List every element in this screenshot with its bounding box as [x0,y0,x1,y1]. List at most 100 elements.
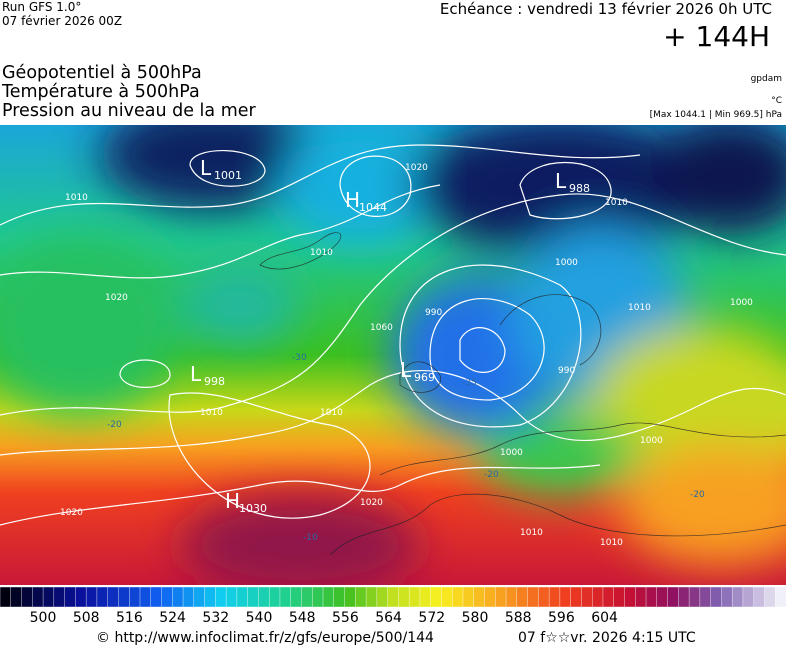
isobar-label: 1020 [405,163,428,173]
isobar-label: 1010 [628,303,651,313]
isobar-label: 1010 [600,538,623,548]
color-swatch [753,587,766,607]
color-swatch [258,587,270,607]
color-swatch [333,587,346,607]
isobar-label: 990 [425,308,442,318]
isobar-label: 1010 [310,248,333,258]
color-swatch [710,587,723,607]
isobar-label: 1010 [520,528,543,538]
color-swatch [42,587,55,607]
color-swatch [527,587,540,607]
color-swatch [301,587,313,607]
temperature-label: -35 [462,378,477,388]
color-bar-label: 588 [504,610,532,626]
color-swatch [204,587,217,607]
color-swatch [473,587,486,607]
center-value: 1001 [214,169,242,182]
isobar-label: 1020 [360,498,383,508]
temperature-label: -20 [690,490,705,500]
color-swatch [484,587,496,607]
color-bar-label: 564 [375,610,402,626]
generated-time: 07 f☆☆vr. 2026 4:15 UTC [518,630,696,646]
color-swatch [236,587,249,607]
isobar-label: 1000 [555,258,578,268]
color-swatch [408,587,421,607]
unit: gpdam [750,74,782,84]
color-swatch [495,587,507,607]
color-bar-label: 596 [548,610,575,626]
color-swatch [355,587,367,607]
color-swatch [656,587,669,607]
color-swatch [462,587,475,607]
color-swatch [268,587,281,607]
color-swatch [667,587,680,607]
color-swatch [312,587,324,607]
color-bar-label: 508 [72,610,100,626]
color-swatch [96,587,109,607]
color-bar-label: 540 [245,610,273,626]
isobar-label: 1020 [105,293,128,303]
valid-time: Echéance : vendredi 13 février 2026 0h U… [439,0,772,18]
center-value: 1030 [239,502,267,515]
isobar-label: 990 [558,366,575,376]
color-swatch [645,587,658,607]
lead-time: + 144H [663,20,770,53]
color-swatch [559,587,572,607]
color-swatch [635,587,647,607]
isobar-label: 1000 [500,448,523,458]
color-swatch [505,587,518,607]
color-swatch [10,587,23,607]
isobars [0,144,786,526]
color-swatch [322,587,335,607]
color-bar-label: 604 [591,610,618,626]
color-swatch [570,587,583,607]
color-swatch [118,587,130,607]
field-shading [0,125,786,585]
isobar-label: 1060 [370,323,393,333]
color-swatch [516,587,529,607]
color-swatch [129,587,141,607]
color-swatch [430,587,443,607]
color-swatch [344,587,357,607]
color-swatch [452,587,464,607]
color-swatch [764,587,776,607]
color-swatch [182,587,195,607]
color-swatch [215,587,227,607]
center-letter: L [200,156,212,180]
color-swatch [775,587,786,607]
color-swatch [64,587,77,607]
color-swatch [602,587,615,607]
center-value: 988 [569,182,590,195]
color-swatch [721,587,733,607]
source-url: © http://www.infoclimat.fr/z/gfs/europe/… [96,630,434,646]
color-bar-label: 580 [461,610,489,626]
color-bar-label: 500 [29,610,57,626]
center-value: 998 [204,375,225,388]
color-swatch [387,587,400,607]
color-swatch [53,587,66,607]
color-swatch [548,587,561,607]
color-swatch [699,587,712,607]
field-title: Géopotentiel à 500hPa [2,63,202,83]
color-swatch [139,587,152,607]
color-swatch [225,587,238,607]
temperature-label: -20 [484,470,499,480]
center-value: 1044 [359,201,387,214]
color-swatch [613,587,626,607]
color-bar [0,587,786,607]
color-swatch [193,587,206,607]
color-swatch [365,587,378,607]
unit: [Max 1044.1 | Min 969.5] hPa [649,110,782,120]
color-swatch [75,587,87,607]
color-swatch [172,587,184,607]
color-swatch [624,587,636,607]
temperature-label: -30 [292,353,307,363]
center-value: 969 [414,371,435,384]
center-letter: L [190,362,202,386]
color-swatch [591,587,604,607]
color-bar-label: 572 [418,610,446,626]
isobar-label: 1010 [65,193,88,203]
color-swatch [290,587,303,607]
